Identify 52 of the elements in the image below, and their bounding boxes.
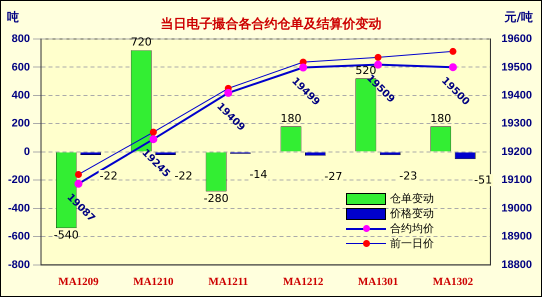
point [299,64,308,72]
data-label: 180 [430,112,452,125]
point [74,180,82,188]
point [149,135,158,144]
y2-tick-label: 19000 [501,202,532,214]
y-tick-label: 600 [12,61,30,74]
y2-tick-label: 18800 [501,258,532,271]
y-tick-label: 400 [12,89,30,102]
point [448,63,457,72]
data-label: -540 [54,228,79,242]
y-tick-label: -600 [8,230,30,243]
x-tick-label: MA1301 [358,276,398,288]
point [150,128,157,136]
y2-tick-label: 19400 [501,89,532,102]
point [374,60,382,69]
x-tick-label: MA1302 [432,276,474,288]
legend-label: 合约均价 [390,221,434,236]
legend-label: 仓单变动 [390,191,434,206]
y2-tick-label: 19600 [501,33,532,46]
y-tick-label: 0 [24,146,30,158]
point [224,88,232,97]
y-tick-label: -800 [8,258,30,271]
point [449,48,456,55]
data-label: -280 [204,192,229,205]
x-tick-label: MA1209 [58,276,100,288]
point [74,170,82,178]
y-axis-title: 吨 [7,9,19,26]
x-tick-label: MA1211 [208,276,248,288]
y2-tick-label: 19100 [501,174,532,186]
data-label: -22 [100,169,118,182]
x-tick-label: MA1210 [133,276,174,288]
data-label: -27 [324,170,342,184]
y2-tick-label: 19200 [501,146,532,158]
data-label: -22 [174,169,193,182]
y-tick-label: -200 [8,174,30,186]
point [374,54,382,61]
data-label: 720 [130,36,152,49]
y-tick-label: -400 [8,202,30,214]
legend-label: 价格变动 [390,206,434,221]
legend-label: 前一日价 [390,236,434,251]
y2-axis-title: 元/吨 [504,9,533,26]
x-tick-label: MA1212 [283,276,324,288]
data-label: -14 [249,168,268,182]
y2-tick-label: 18900 [501,230,532,243]
y-tick-label: 800 [12,33,30,46]
chart-title: 当日电子撮合各合约仓单及结算价变动 [160,17,382,32]
data-label: 180 [280,112,302,125]
data-label: -23 [399,170,418,183]
y-tick-label: 200 [12,118,30,130]
data-label: -51 [474,173,492,186]
y2-tick-label: 19500 [501,61,532,74]
y2-tick-label: 19300 [501,118,532,130]
